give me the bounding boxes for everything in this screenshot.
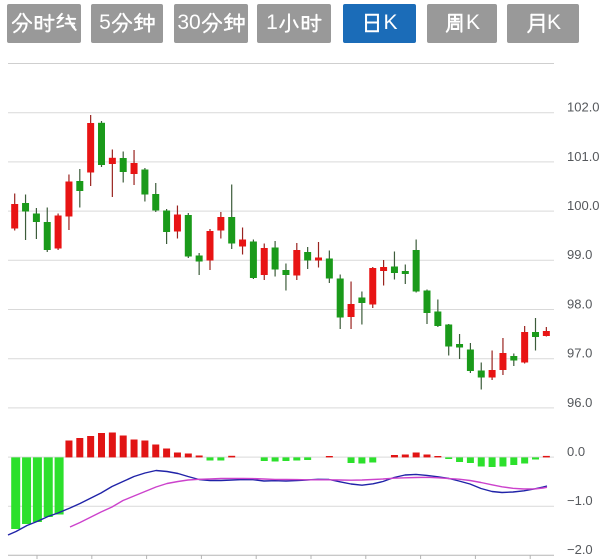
svg-text:100.0: 100.0 [567, 198, 600, 213]
svg-text:101.0: 101.0 [567, 149, 600, 164]
svg-text:−2.0: −2.0 [567, 542, 593, 557]
svg-text:102.0: 102.0 [567, 100, 600, 115]
svg-text:96.0: 96.0 [567, 395, 592, 410]
svg-text:99.0: 99.0 [567, 247, 592, 262]
svg-text:97.0: 97.0 [567, 346, 592, 361]
svg-text:−1.0: −1.0 [567, 493, 593, 508]
svg-text:0.0: 0.0 [567, 444, 585, 459]
svg-text:98.0: 98.0 [567, 296, 592, 311]
